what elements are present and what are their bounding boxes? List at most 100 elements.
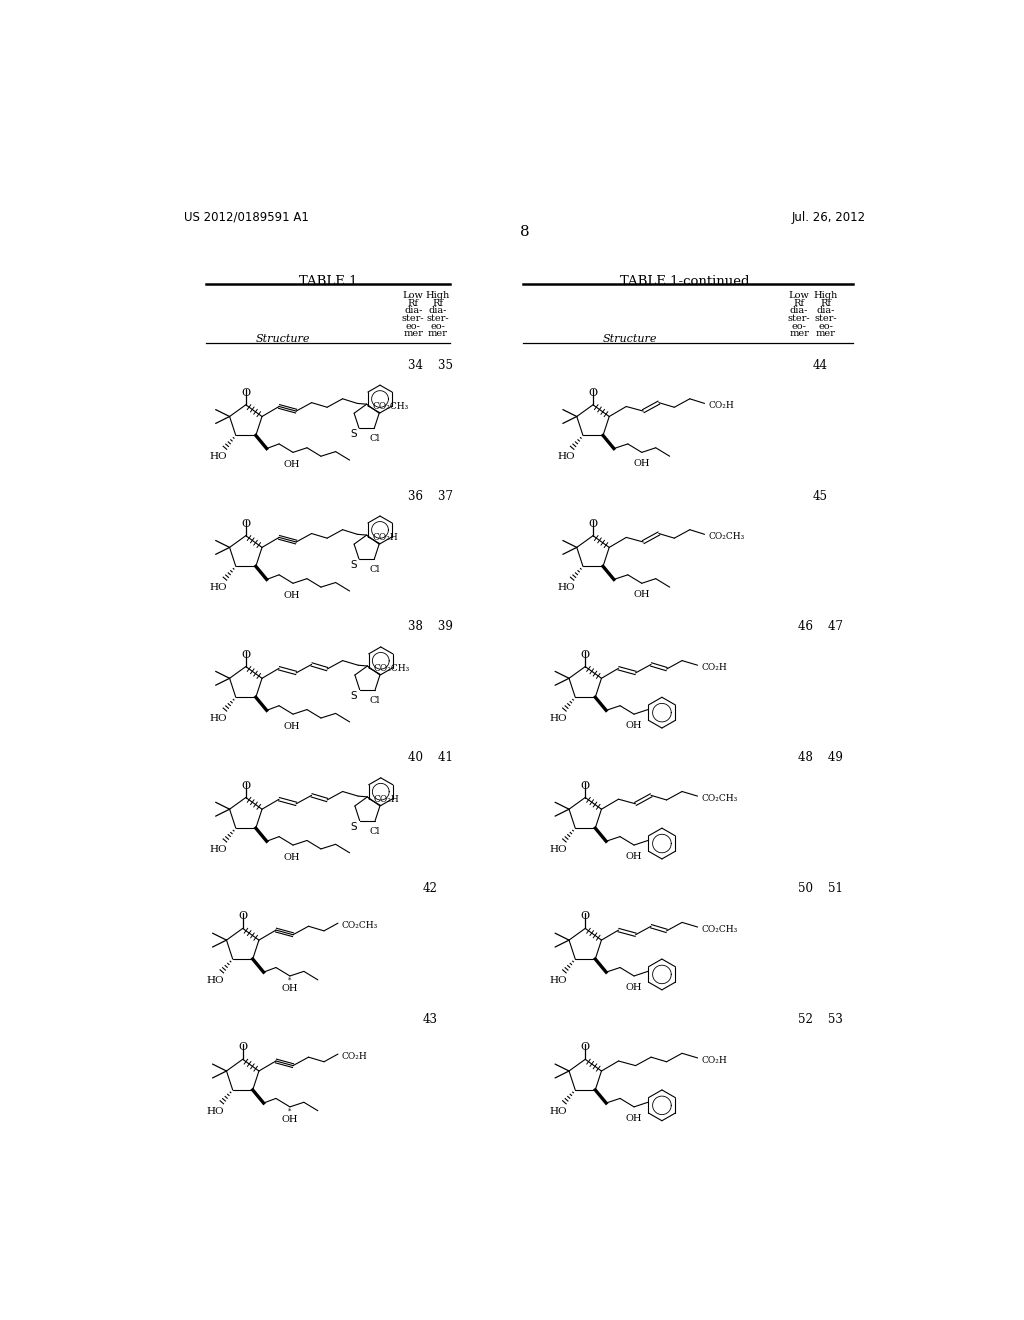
- Text: OH: OH: [284, 461, 300, 469]
- Text: O: O: [581, 649, 590, 660]
- Text: ster-: ster-: [814, 314, 837, 323]
- Text: 50    51: 50 51: [798, 882, 843, 895]
- Text: 43: 43: [423, 1014, 437, 1026]
- Text: 42: 42: [423, 882, 437, 895]
- Text: O: O: [589, 388, 598, 397]
- Text: mer: mer: [403, 330, 423, 338]
- Text: Cl: Cl: [370, 696, 380, 705]
- Text: ster-: ster-: [427, 314, 450, 323]
- Text: dia-: dia-: [429, 306, 447, 315]
- Text: ster-: ster-: [787, 314, 810, 323]
- Text: eo-: eo-: [792, 322, 807, 330]
- Text: 36    37: 36 37: [408, 490, 453, 503]
- Text: CO₂H: CO₂H: [701, 663, 727, 672]
- Text: High: High: [426, 290, 451, 300]
- Text: OH: OH: [282, 983, 298, 993]
- Text: O: O: [239, 911, 247, 921]
- Text: HO: HO: [549, 975, 567, 985]
- Text: CO₂H: CO₂H: [373, 533, 398, 541]
- Text: 48    49: 48 49: [798, 751, 843, 764]
- Text: OH: OH: [634, 459, 650, 469]
- Text: Cl: Cl: [369, 434, 380, 444]
- Text: S: S: [351, 822, 357, 832]
- Text: CO₂CH₃: CO₂CH₃: [374, 664, 410, 673]
- Text: mer: mer: [428, 330, 447, 338]
- Text: 34    35: 34 35: [408, 359, 453, 372]
- Text: OH: OH: [634, 590, 650, 599]
- Text: HO: HO: [210, 714, 227, 723]
- Text: dia-: dia-: [816, 306, 835, 315]
- Text: High: High: [813, 290, 838, 300]
- Text: CO₂H: CO₂H: [374, 795, 399, 804]
- Text: HO: HO: [210, 845, 227, 854]
- Text: HO: HO: [557, 453, 574, 462]
- Text: O: O: [242, 519, 250, 529]
- Text: *: *: [288, 977, 292, 985]
- Text: OH: OH: [284, 722, 300, 731]
- Text: OH: OH: [284, 853, 300, 862]
- Text: 46    47: 46 47: [798, 620, 843, 634]
- Text: CO₂CH₃: CO₂CH₃: [373, 401, 410, 411]
- Text: CO₂H: CO₂H: [701, 1056, 727, 1065]
- Text: 38    39: 38 39: [408, 620, 453, 634]
- Text: CO₂CH₃: CO₂CH₃: [701, 793, 737, 803]
- Text: TABLE 1-continued: TABLE 1-continued: [620, 276, 750, 289]
- Text: *: *: [288, 1107, 292, 1115]
- Text: mer: mer: [815, 330, 836, 338]
- Text: S: S: [350, 429, 356, 440]
- Text: O: O: [242, 649, 250, 660]
- Text: 44: 44: [813, 359, 827, 372]
- Text: Rf: Rf: [794, 298, 805, 308]
- Text: HO: HO: [557, 583, 574, 593]
- Text: dia-: dia-: [790, 306, 808, 315]
- Text: OH: OH: [626, 1114, 642, 1123]
- Text: Jul. 26, 2012: Jul. 26, 2012: [792, 211, 866, 224]
- Text: 45: 45: [813, 490, 827, 503]
- Text: HO: HO: [207, 975, 224, 985]
- Text: S: S: [350, 560, 356, 570]
- Text: HO: HO: [549, 1107, 567, 1115]
- Text: 52    53: 52 53: [798, 1014, 843, 1026]
- Text: Cl: Cl: [370, 826, 380, 836]
- Text: CO₂CH₃: CO₂CH₃: [342, 921, 378, 929]
- Text: TABLE 1: TABLE 1: [299, 276, 357, 289]
- Text: eo-: eo-: [818, 322, 833, 330]
- Text: US 2012/0189591 A1: US 2012/0189591 A1: [183, 211, 308, 224]
- Text: HO: HO: [549, 714, 567, 723]
- Text: Structure: Structure: [603, 334, 657, 345]
- Text: HO: HO: [207, 1107, 224, 1115]
- Text: O: O: [589, 519, 598, 529]
- Text: mer: mer: [790, 330, 809, 338]
- Text: Low: Low: [788, 290, 810, 300]
- Text: CO₂H: CO₂H: [709, 401, 734, 411]
- Text: HO: HO: [210, 453, 227, 462]
- Text: Rf: Rf: [820, 298, 831, 308]
- Text: O: O: [242, 780, 250, 791]
- Text: Structure: Structure: [256, 334, 310, 345]
- Text: 40    41: 40 41: [408, 751, 453, 764]
- Text: OH: OH: [626, 721, 642, 730]
- Text: HO: HO: [549, 845, 567, 854]
- Text: S: S: [351, 692, 357, 701]
- Text: O: O: [581, 1043, 590, 1052]
- Text: O: O: [242, 388, 250, 397]
- Text: ster-: ster-: [401, 314, 425, 323]
- Text: O: O: [581, 911, 590, 921]
- Text: CO₂CH₃: CO₂CH₃: [701, 925, 737, 933]
- Text: O: O: [239, 1043, 247, 1052]
- Text: Rf: Rf: [408, 298, 419, 308]
- Text: Cl: Cl: [369, 565, 380, 574]
- Text: OH: OH: [626, 851, 642, 861]
- Text: OH: OH: [626, 983, 642, 991]
- Text: Low: Low: [402, 290, 424, 300]
- Text: eo-: eo-: [430, 322, 445, 330]
- Text: dia-: dia-: [404, 306, 422, 315]
- Text: 8: 8: [520, 224, 529, 239]
- Text: CO₂CH₃: CO₂CH₃: [709, 532, 744, 541]
- Text: Rf: Rf: [432, 298, 443, 308]
- Text: CO₂H: CO₂H: [342, 1052, 368, 1061]
- Text: OH: OH: [284, 591, 300, 601]
- Text: eo-: eo-: [406, 322, 421, 330]
- Text: O: O: [581, 780, 590, 791]
- Text: OH: OH: [282, 1114, 298, 1123]
